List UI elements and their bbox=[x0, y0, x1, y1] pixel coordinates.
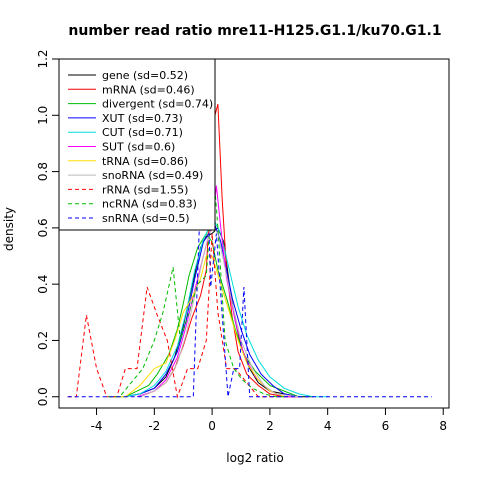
y-axis: 0.0 0.2 0.4 0.6 0.8 1.0 1.2 bbox=[36, 49, 59, 406]
x-tick-label: 8 bbox=[439, 419, 447, 433]
x-tick-label: 0 bbox=[208, 419, 216, 433]
chart-title: number read ratio mre11-H125.G1.1/ku70.G… bbox=[68, 23, 441, 39]
x-axis: -4 -2 0 2 4 6 8 bbox=[91, 408, 447, 433]
y-tick-label: 0.6 bbox=[36, 218, 50, 237]
plot-frame bbox=[58, 58, 450, 409]
x-axis-label: log2 ratio bbox=[226, 451, 283, 465]
y-axis-label: density bbox=[2, 207, 16, 251]
x-tick-label: 4 bbox=[324, 419, 332, 433]
series-line-4 bbox=[125, 221, 328, 398]
legend-entry: divergent (sd=0.74) bbox=[102, 98, 213, 111]
legend: gene (sd=0.52)mRNA (sd=0.46) divergent (s… bbox=[58, 58, 216, 231]
legend-entry: XUT (sd=0.73) bbox=[102, 112, 183, 125]
y-tick-label: 0.4 bbox=[36, 275, 50, 294]
x-tick-label: -2 bbox=[148, 419, 160, 433]
legend-entry: gene (sd=0.52) bbox=[102, 69, 188, 82]
x-tick-label: 6 bbox=[382, 419, 390, 433]
legend-entry: SUT (sd=0.6) bbox=[102, 141, 175, 154]
legend-entry: mRNA (sd=0.46) bbox=[102, 83, 195, 96]
y-tick-label: 1.0 bbox=[36, 106, 50, 125]
y-tick-label: 1.2 bbox=[36, 49, 50, 68]
series-line-9 bbox=[108, 171, 288, 398]
legend-entry: rRNA (sd=1.55) bbox=[102, 183, 188, 196]
series-line-6 bbox=[111, 255, 285, 398]
legend-box bbox=[58, 58, 216, 231]
y-tick-label: 0.0 bbox=[36, 387, 50, 406]
series-line-3 bbox=[125, 224, 299, 398]
legend-entry: tRNA (sd=0.86) bbox=[102, 155, 188, 168]
series-line-2 bbox=[111, 232, 299, 398]
x-tick-label: -4 bbox=[91, 419, 103, 433]
legend-entry: snoRNA (sd=0.49) bbox=[102, 169, 203, 182]
x-tick-label: 2 bbox=[266, 419, 274, 433]
y-tick-label: 0.8 bbox=[36, 162, 50, 181]
series-line-8 bbox=[67, 233, 285, 399]
y-tick-label: 0.2 bbox=[36, 331, 50, 350]
legend-entry: CUT (sd=0.71) bbox=[102, 126, 183, 139]
series-line-10 bbox=[67, 101, 432, 398]
legend-entry: snRNA (sd=0.5) bbox=[102, 212, 190, 225]
legend-entry: ncRNA (sd=0.83) bbox=[102, 198, 197, 211]
